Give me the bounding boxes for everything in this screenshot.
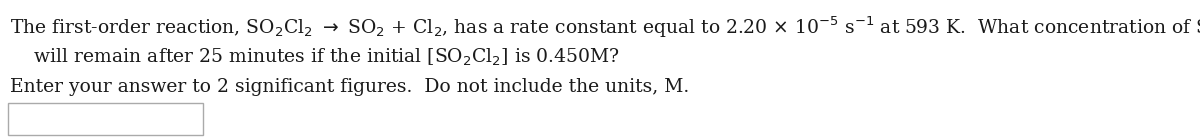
Text: Enter your answer to 2 significant figures.  Do not include the units, M.: Enter your answer to 2 significant figur… (10, 78, 689, 96)
Text: will remain after 25 minutes if the initial [SO$_2$Cl$_2$] is 0.450M?: will remain after 25 minutes if the init… (10, 47, 619, 68)
Bar (8, 103, 203, 135)
Text: The first-order reaction, SO$_2$Cl$_2$ $\rightarrow$ SO$_2$ + Cl$_2$, has a rate: The first-order reaction, SO$_2$Cl$_2$ $… (10, 14, 1200, 39)
